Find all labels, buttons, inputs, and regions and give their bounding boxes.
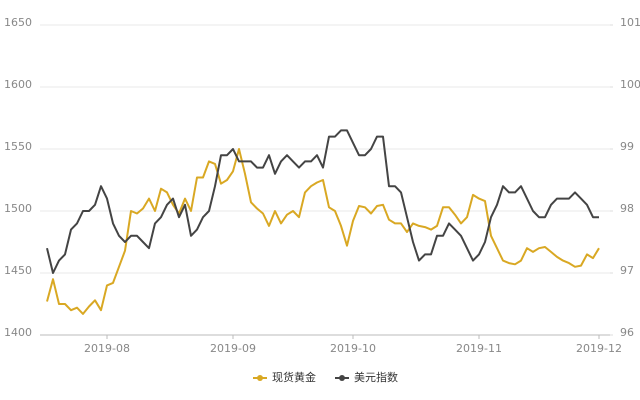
- x-tick-label: 2019-12: [576, 342, 622, 355]
- y2-tick-label: 96: [620, 326, 634, 339]
- y-tick-label: 1600: [4, 78, 32, 91]
- series-line: [46, 148, 600, 315]
- x-tick-label: 2019-08: [84, 342, 130, 355]
- series-line: [46, 129, 599, 274]
- legend-marker: [257, 375, 263, 381]
- x-tick-label: 2019-11: [456, 342, 502, 355]
- y-tick-label: 1450: [4, 264, 32, 277]
- x-tick-label: 2019-10: [330, 342, 376, 355]
- legend-label: 现货黄金: [272, 370, 316, 384]
- legend-marker: [339, 375, 345, 381]
- x-tick-label: 2019-09: [210, 342, 256, 355]
- y-tick-label: 1500: [4, 202, 32, 215]
- y2-tick-label: 100: [620, 78, 640, 91]
- y2-tick-label: 99: [620, 140, 634, 153]
- legend-label: 美元指数: [354, 370, 398, 384]
- y-tick-label: 1650: [4, 16, 32, 29]
- y2-tick-label: 101: [620, 16, 640, 29]
- y-tick-label: 1400: [4, 326, 32, 339]
- y2-tick-label: 97: [620, 264, 634, 277]
- y-tick-label: 1550: [4, 140, 32, 153]
- legend: 现货黄金 美元指数: [253, 370, 398, 384]
- y2-tick-label: 98: [620, 202, 634, 215]
